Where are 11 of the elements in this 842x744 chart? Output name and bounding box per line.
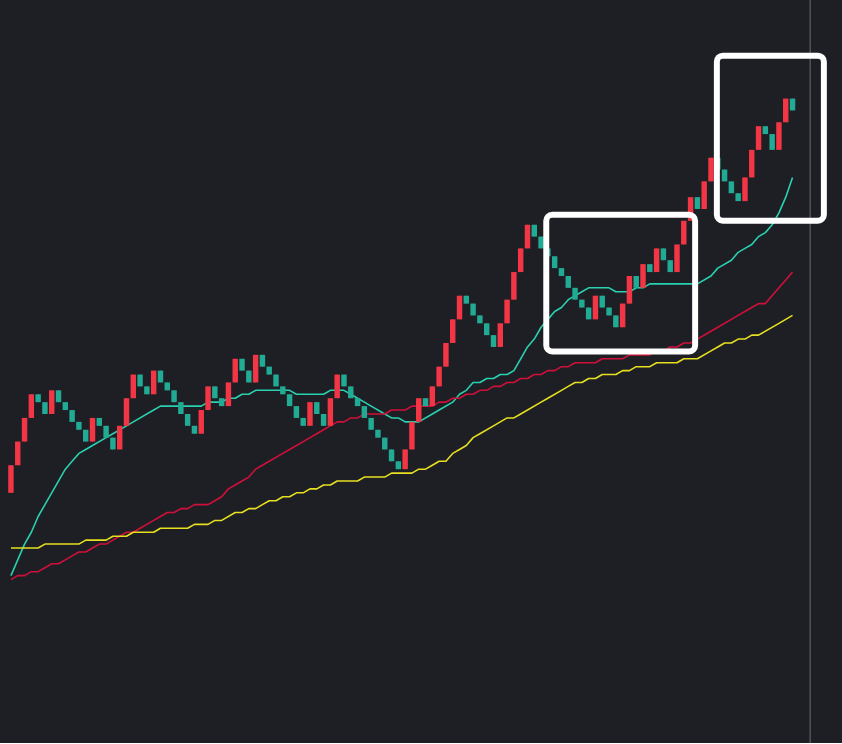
candlestick xyxy=(409,421,415,451)
candlestick xyxy=(674,244,680,273)
candlestick xyxy=(701,181,707,210)
candlestick xyxy=(511,272,517,301)
candlestick xyxy=(327,398,334,427)
candlestick xyxy=(749,149,755,179)
candlestick xyxy=(776,122,782,151)
candlestick xyxy=(123,398,130,427)
candlestick xyxy=(8,465,14,494)
candlestick xyxy=(626,276,633,305)
candlestick xyxy=(252,354,259,384)
